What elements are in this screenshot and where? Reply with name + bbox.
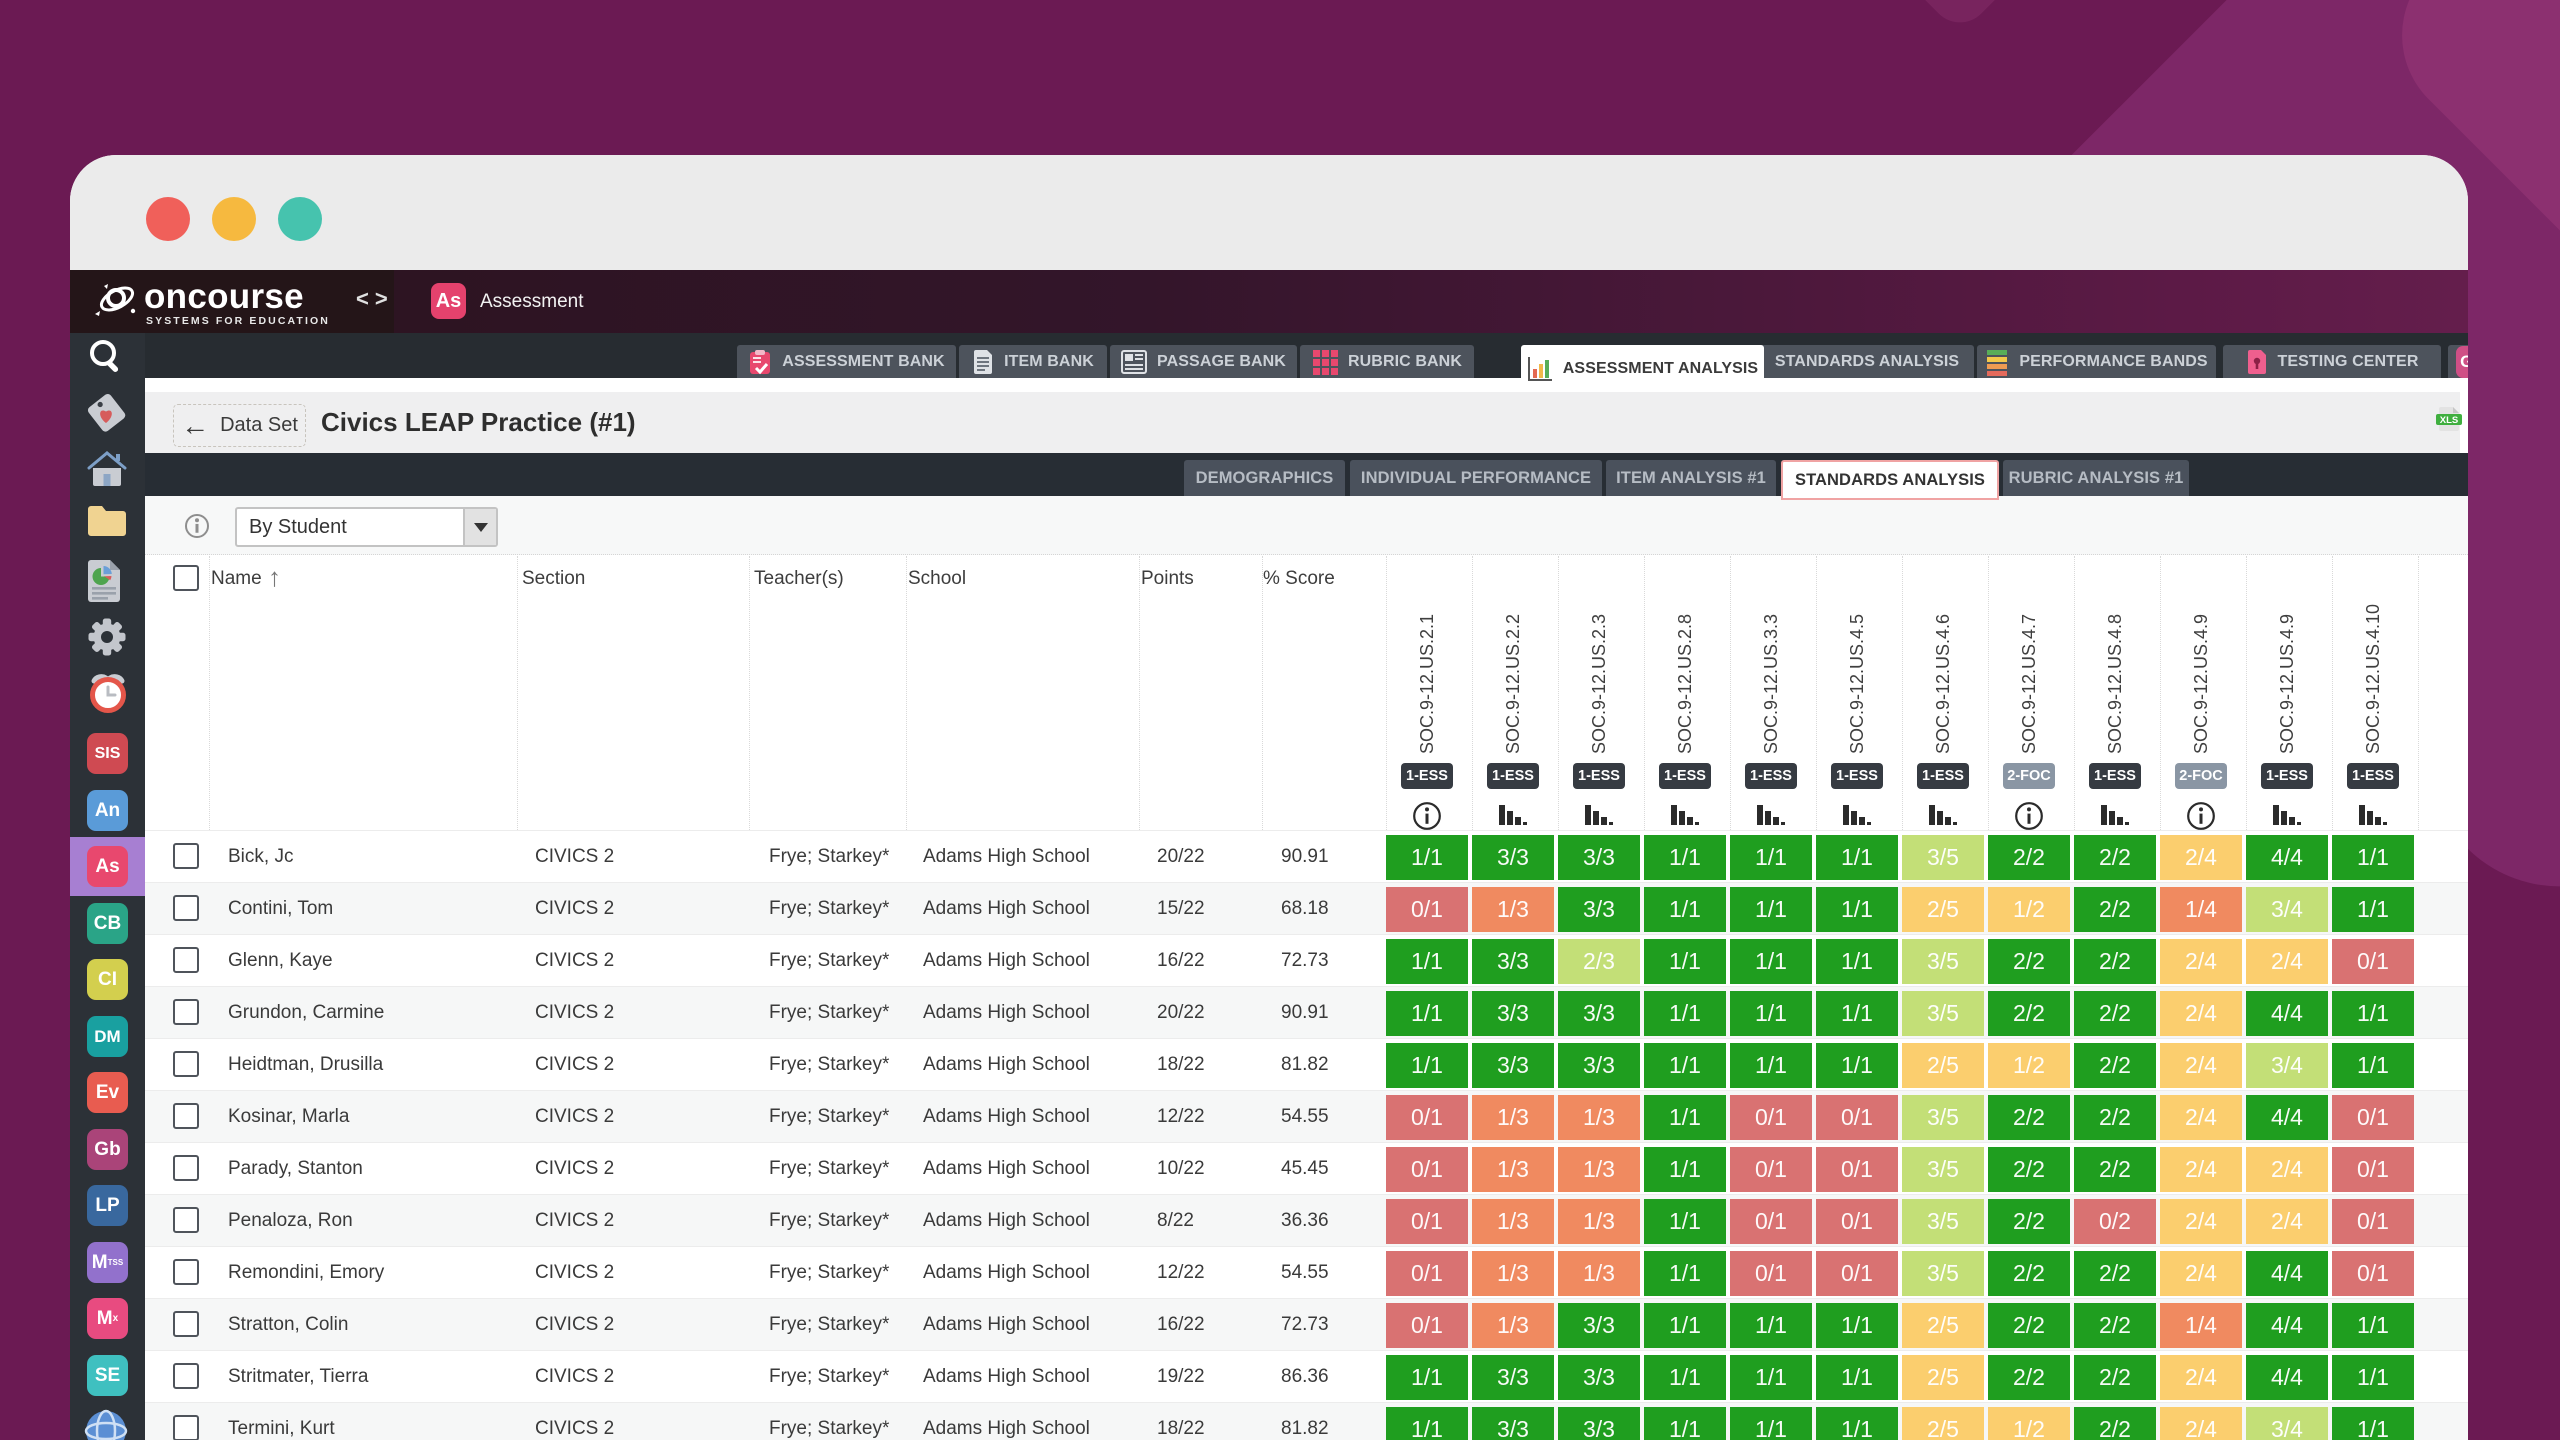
svg-text:XLS: XLS (2440, 415, 2458, 426)
